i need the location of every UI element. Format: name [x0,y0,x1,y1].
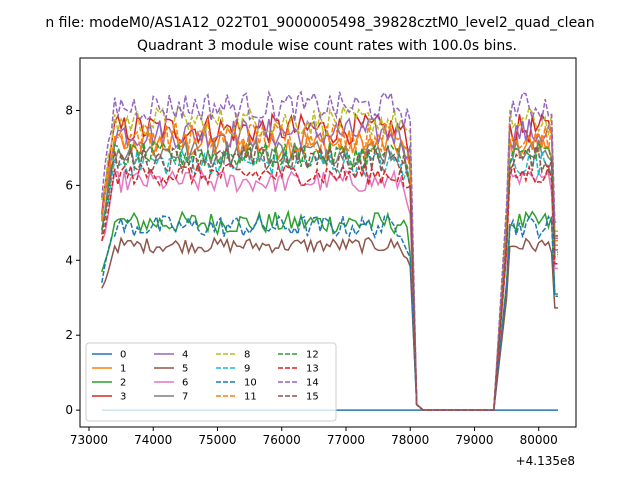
chart-title: Quadrant 3 module wise count rates with … [137,38,517,54]
y-tick-label: 4 [65,253,73,267]
x-tick-label: 74000 [134,433,172,447]
legend-label: 4 [182,350,188,361]
series-line-15 [101,143,558,411]
series-line-14 [101,89,558,411]
x-axis-offset-label: +4.135e8 [516,454,575,468]
legend-label: 3 [120,392,126,403]
x-tick-label: 80000 [520,433,558,447]
plot-area [101,89,558,411]
legend-label: 12 [306,350,319,361]
legend-label: 10 [244,378,257,389]
y-tick-label: 6 [65,178,73,192]
y-tick-label: 8 [65,103,73,117]
legend-label: 15 [306,392,319,403]
legend-label: 9 [244,364,250,375]
legend-label: 8 [244,350,250,361]
series-line-8 [101,104,558,411]
legend-label: 11 [244,392,257,403]
axes-frame [79,57,577,428]
x-tick-label: 77000 [327,433,365,447]
legend-label: 7 [182,392,188,403]
legend-label: 5 [182,364,188,375]
legend-label: 13 [306,364,319,375]
figure-suptitle: n file: modeM0/AS1A12_022T01_9000005498_… [45,15,594,31]
x-tick-label: 79000 [455,433,493,447]
y-tick-label: 2 [65,328,73,342]
legend-label: 0 [120,350,126,361]
y-axis: 0 2 4 6 8 [65,103,80,417]
legend-label: 1 [120,364,126,375]
x-tick-label: 73000 [70,433,108,447]
legend-label: 14 [306,378,319,389]
x-tick-label: 78000 [391,433,429,447]
legend-label: 2 [120,378,126,389]
y-tick-label: 0 [65,403,73,417]
legend-label: 6 [182,378,188,389]
x-tick-label: 75000 [198,433,236,447]
legend-box [85,342,337,422]
x-axis: 73000 74000 75000 76000 77000 78000 79000 80000 [70,427,558,447]
x-tick-label: 76000 [263,433,301,447]
